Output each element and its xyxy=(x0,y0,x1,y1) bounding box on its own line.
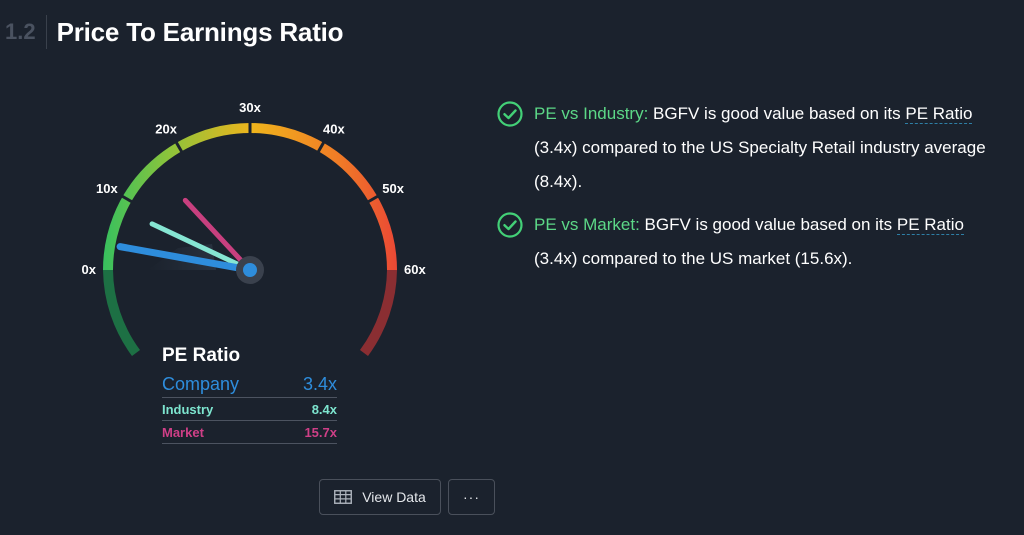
legend-title: PE Ratio xyxy=(162,345,241,366)
statement-market: PE vs Market: BGFV is good value based o… xyxy=(497,208,997,276)
statement-market-text2: (3.4x) compared to the US market (15.6x)… xyxy=(534,249,853,268)
needle-market xyxy=(182,197,253,273)
pe-ratio-link[interactable]: PE Ratio xyxy=(905,104,973,124)
legend-market-label: Market xyxy=(162,425,204,440)
statement-industry-text1: BGFV is good value based on its xyxy=(648,104,906,123)
gauge-tick-label-20x: 20x xyxy=(155,122,177,137)
gauge-left-tail xyxy=(103,269,141,356)
check-circle-icon xyxy=(497,212,523,238)
needle-industry xyxy=(149,221,253,273)
legend-row-market: Market 15.7x xyxy=(162,421,337,444)
needle-hub-center xyxy=(243,263,257,277)
legend-row-company: Company 3.4x xyxy=(162,374,337,398)
section-header: 1.2 Price To Earnings Ratio xyxy=(0,14,344,50)
gauge-tick-label-0x: 0x xyxy=(82,262,97,277)
legend-company-value: 3.4x xyxy=(302,374,337,394)
pe-ratio-link[interactable]: PE Ratio xyxy=(896,215,964,235)
page-title: Price To Earnings Ratio xyxy=(56,16,344,47)
pe-gauge: 0x 10x 20x 30x 40x 50x 60x xyxy=(82,100,426,356)
statement-industry-label: PE vs Industry: xyxy=(534,104,649,123)
gauge-right-tail xyxy=(359,269,397,356)
legend-industry-label: Industry xyxy=(162,402,214,417)
table-icon xyxy=(334,490,353,504)
statement-market-label: PE vs Market: xyxy=(534,215,640,234)
legend-row-industry: Industry 8.4x xyxy=(162,398,337,421)
gauge-tick-label-10x: 10x xyxy=(96,181,118,196)
statement-industry-text2: (3.4x) compared to the US Specialty Reta… xyxy=(534,138,986,191)
gauge-tick-20x xyxy=(174,141,184,153)
needle-company xyxy=(116,243,254,274)
gauge-tick-label-50x: 50x xyxy=(382,181,404,196)
legend-company-label: Company xyxy=(162,374,240,394)
check-circle-icon xyxy=(497,101,523,127)
pe-statements: PE vs Industry: BGFV is good value based… xyxy=(497,97,997,276)
statement-industry: PE vs Industry: BGFV is good value based… xyxy=(497,97,997,199)
view-data-label: View Data xyxy=(362,489,426,505)
legend-market-value: 15.7x xyxy=(304,425,337,440)
gauge-tick-label-60x: 60x xyxy=(404,262,426,277)
gauge-tick-10x xyxy=(121,194,133,204)
gauge-tick-label-30x: 30x xyxy=(239,100,261,115)
gauge-tick-50x xyxy=(367,194,379,204)
pe-legend: PE Ratio Company 3.4x Industry 8.4x Mark… xyxy=(162,345,337,444)
legend-industry-value: 8.4x xyxy=(311,402,337,417)
gauge-tick-label-40x: 40x xyxy=(323,122,345,137)
statement-market-text1: BGFV is good value based on its xyxy=(639,215,897,234)
section-number: 1.2 xyxy=(5,19,36,44)
more-options-button[interactable]: ··· xyxy=(448,479,495,515)
view-data-button[interactable]: View Data xyxy=(319,479,441,515)
more-options-icon: ··· xyxy=(463,489,480,505)
gauge-tick-40x xyxy=(316,141,326,153)
header-divider xyxy=(45,15,47,49)
